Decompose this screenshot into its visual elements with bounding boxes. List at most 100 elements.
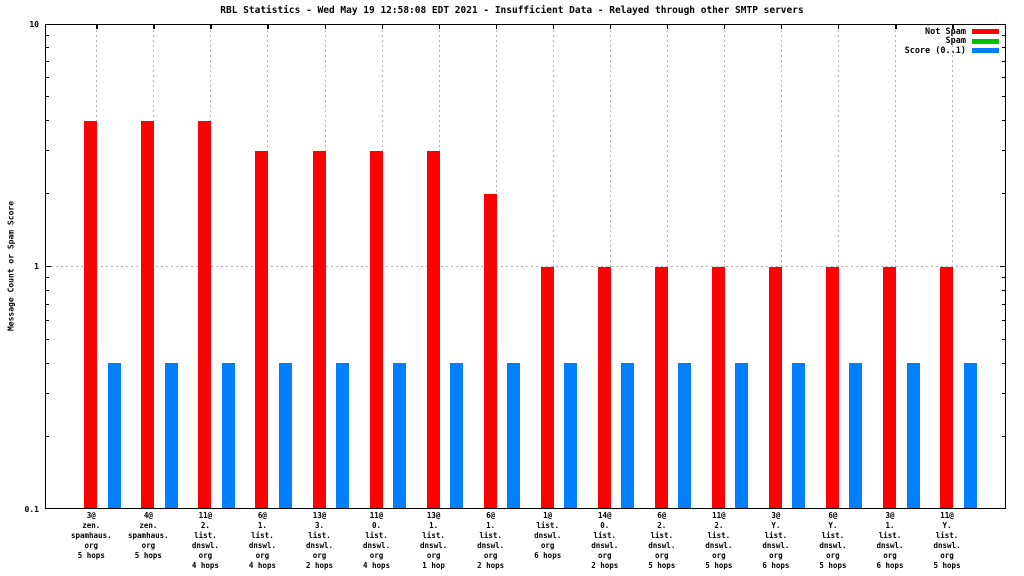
x-tick-label-13: 6@ Y. list. dnswl. org 5 hops [788,511,878,571]
x-tick-label-6: 13@ 1. list. dnswl. org 1 hop [389,511,479,571]
y-tick-major-right [1000,266,1005,267]
x-tick-top [324,25,326,29]
y-tick-minor-left [46,319,49,321]
x-tick-label-line: 3@ [86,511,96,520]
bar-score-0-1--6 [450,363,464,508]
x-tick-label-line: org [883,551,897,560]
x-tick-label-line: zen. [82,521,101,530]
y-tick-minor-right [1002,277,1005,279]
x-tick-label-line: list. [308,531,331,540]
x-tick-label-line: org [426,551,441,560]
x-tick-label-line: org [712,551,726,560]
x-tick-label-line: 1. [486,521,496,530]
x-tick-label-line: list. [935,531,959,540]
x-tick-label-line: 5 hops [819,561,847,570]
legend-entry-spam: Spam [905,36,999,47]
y-tick-minor-right [1002,61,1005,63]
x-tick-label-0: 3@ zen. spamhaus. org 5 hops [46,511,136,561]
bar-score-0-1--11 [735,363,749,508]
x-tick-label-line: org [483,551,498,560]
x-tick-label-line: org [655,551,669,560]
y-tick-minor-right [1002,77,1005,79]
gridline-y1 [46,266,1005,267]
bar-score-0-1--9 [621,363,635,508]
x-tick-label-4: 13@ 3. list. dnswl. org 2 hops [275,511,365,571]
bar-not-spam-4 [312,150,326,508]
x-tick-label-line: list. [764,531,788,540]
x-tick-label-2: 11@ 2. list. dnswl. org 4 hops [160,511,250,571]
x-tick-top [952,25,954,29]
y-tick-minor-right [1002,303,1005,305]
x-tick-top [495,25,498,29]
chart-legend: Not Spam Spam Score (0..1) [905,27,999,56]
bar-not-spam-5 [369,150,383,508]
legend-entry-score: Score (0..1) [905,46,999,56]
x-tick-label-line: org [769,551,783,560]
x-tick-top [780,25,783,29]
y-tick-minor-left [46,120,49,121]
x-tick-top [895,25,897,29]
x-tick-label-line: 2. [657,521,667,530]
bar-score-0-1--1 [164,363,178,508]
bar-not-spam-14 [883,266,896,508]
legend-label-spam: Spam [945,36,966,47]
x-tick-label-line: list. [650,531,674,540]
bar-not-spam-12 [768,266,782,508]
x-tick-top [666,25,669,29]
y-tick-minor-left [46,435,49,437]
x-tick-label-7: 6@ 1. list. dnswl. org 2 hops [446,511,536,571]
x-tick-label-line: 6 hops [762,561,790,570]
x-tick-label-line: 2 hops [305,561,334,570]
x-tick-label-12: 3@ Y. list. dnswl. org 6 hops [731,511,821,571]
x-tick-label-line: org [597,551,612,560]
x-tick-label-line: 13@ [312,511,327,520]
x-tick-label-line: list. [878,531,902,540]
x-tick-label-line: dnswl. [305,541,334,550]
bar-not-spam-9 [597,266,611,508]
y-tick-minor-left [46,61,49,63]
x-tick-label-8: 1@ list. dnswl. org 6 hops [503,511,593,561]
y-tick-minor-right [1002,338,1005,340]
x-tick-label-line: org [369,551,384,560]
x-tick-label-line: 4 hops [191,561,219,570]
x-tick-label-line: dnswl. [191,541,219,550]
x-tick-label-line: list. [479,531,502,540]
x-tick-label-line: org [312,551,327,560]
x-tick-top [153,25,155,29]
x-tick-top [609,25,612,29]
x-tick-label-line: zen. [139,521,158,530]
y-tick-minor-right [1002,435,1005,437]
x-tick-label-1: 4@ zen. spamhaus. org 5 hops [103,511,193,561]
bar-score-0-1--10 [678,363,692,508]
x-tick-top [381,25,384,29]
y-tick-minor-left [46,47,49,48]
x-tick-top [267,25,269,29]
chart-title: RBL Statistics - Wed May 19 12:58:08 EDT… [220,5,804,16]
x-tick-label-line: org [141,541,156,550]
x-tick-label-line: 6@ [486,511,496,520]
x-tick-label-line: 5 hops [705,561,733,570]
x-tick-label-line: 11@ [369,511,384,520]
x-tick-label-line: dnswl. [248,541,276,550]
bar-score-0-1--4 [336,363,349,508]
y-tick-minor-left [46,338,49,340]
y-tick-minor-left [46,77,49,79]
x-tick-label-line: 2 hops [477,561,505,570]
x-tick-label-line: list. [365,531,388,540]
x-tick-label-9: 14@ 0. list. dnswl. org 2 hops [560,511,650,571]
x-tick-label-line: dnswl. [477,541,505,550]
x-tick-label-line: list. [707,531,731,540]
bar-score-0-1--8 [564,363,578,508]
legend-swatch-score [972,48,999,54]
x-tick-label-line: 11@ [940,511,954,520]
x-tick-label-line: org [84,541,99,550]
x-tick-label-3: 6@ 1. list. dnswl. org 4 hops [217,511,307,571]
legend-label-score: Score (0..1) [904,45,966,56]
bar-not-spam-6 [426,150,440,508]
y-tick-minor-left [46,392,49,394]
bar-not-spam-7 [483,193,497,508]
x-tick-label-line: 4 hops [363,561,391,570]
x-tick-top [210,25,212,29]
y-tick-minor-left [46,303,49,305]
